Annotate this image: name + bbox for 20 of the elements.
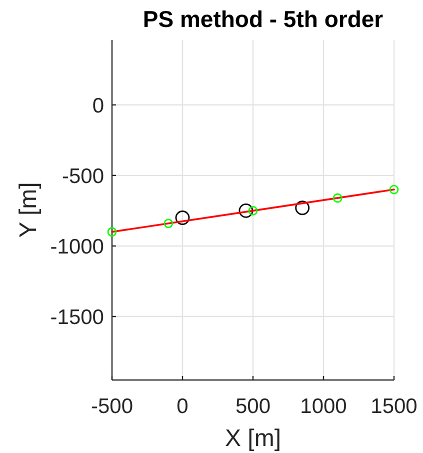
y-tick-label: -1500 <box>50 306 104 330</box>
point <box>295 200 310 216</box>
y-tick-label: -500 <box>62 164 104 188</box>
x-tick-label: 0 <box>176 395 188 418</box>
y-axis-title: Y [m] <box>15 182 42 238</box>
point <box>332 193 342 203</box>
x-axis-title: X [m] <box>224 425 282 452</box>
point <box>238 204 254 218</box>
point <box>389 184 399 194</box>
point <box>164 218 174 228</box>
x-tick-label: 1000 <box>300 395 347 418</box>
x-tick-label: 1500 <box>370 395 418 418</box>
y-tick-label: -1000 <box>50 235 104 258</box>
y-tick-label: 0 <box>92 94 104 118</box>
x-tick-label: -500 <box>90 395 134 418</box>
point <box>248 206 258 216</box>
point <box>175 210 190 225</box>
x-tick-label: 500 <box>235 395 271 418</box>
point <box>107 227 117 237</box>
chart-title: PS method - 5th order <box>142 6 384 32</box>
